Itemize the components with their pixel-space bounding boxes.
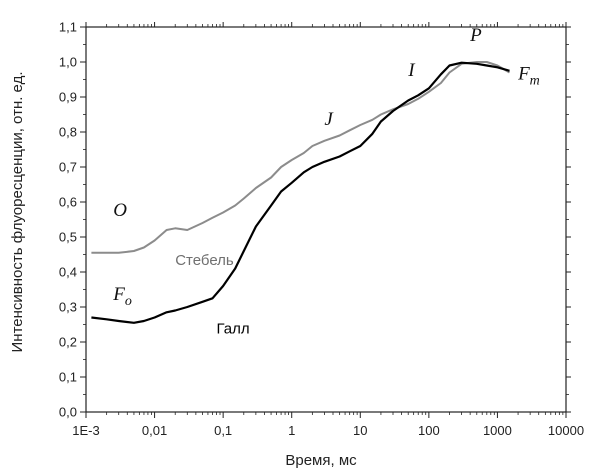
series-line-stem (91, 61, 511, 254)
y-tick-label: 0,0 (59, 405, 77, 420)
y-tick-label: 0,2 (59, 335, 77, 350)
annotation-label: P (469, 25, 482, 46)
annotation-label: Галл (216, 320, 249, 337)
y-tick-label: 0,3 (59, 300, 77, 315)
x-tick-label: 10 (353, 423, 367, 438)
y-tick-label: 1,0 (59, 55, 77, 70)
y-tick-label: 0,7 (59, 160, 77, 175)
plot-frame (85, 26, 567, 413)
y-tick-label: 1,1 (59, 20, 77, 35)
annotation-label: Fm (517, 64, 540, 89)
annotation-label: Стебель (175, 252, 234, 269)
axes: 1E-3 0,01 0,1 1 10 100 1000 10000 0,0 0,1 0,2 0,3 0,… (59, 20, 584, 439)
x-tick-label: 0,1 (214, 423, 232, 438)
annotation-label: O (113, 200, 127, 221)
y-tick-label: 0,1 (59, 370, 77, 385)
y-tick-label: 0,4 (59, 265, 77, 280)
annotation-label: I (407, 60, 416, 81)
x-tick-label: 1 (288, 423, 295, 438)
y-axis-label: Интенсивность флуоресценции, отн. ед. (9, 72, 26, 353)
series-line-gall (91, 61, 510, 324)
x-tick-label: 1000 (483, 423, 512, 438)
series-group (91, 61, 511, 324)
y-tick-label: 0,8 (59, 125, 77, 140)
x-axis-label: Время, мс (285, 452, 357, 469)
y-tick-label: 0,6 (59, 195, 77, 210)
x-tick-label: 0,01 (142, 423, 167, 438)
annotation-label: J (324, 109, 334, 130)
annotations-group: O J I P Fm Fo Стебель Галл (112, 25, 540, 337)
annotation-label: Fo (112, 284, 132, 309)
x-tick-label: 100 (418, 423, 440, 438)
x-tick-label: 10000 (548, 423, 584, 438)
annotation-subscript: o (125, 294, 132, 309)
x-tick-label: 1E-3 (72, 423, 99, 438)
annotation-subscript: m (530, 74, 540, 89)
y-tick-label: 0,5 (59, 230, 77, 245)
y-tick-label: 0,9 (59, 90, 77, 105)
